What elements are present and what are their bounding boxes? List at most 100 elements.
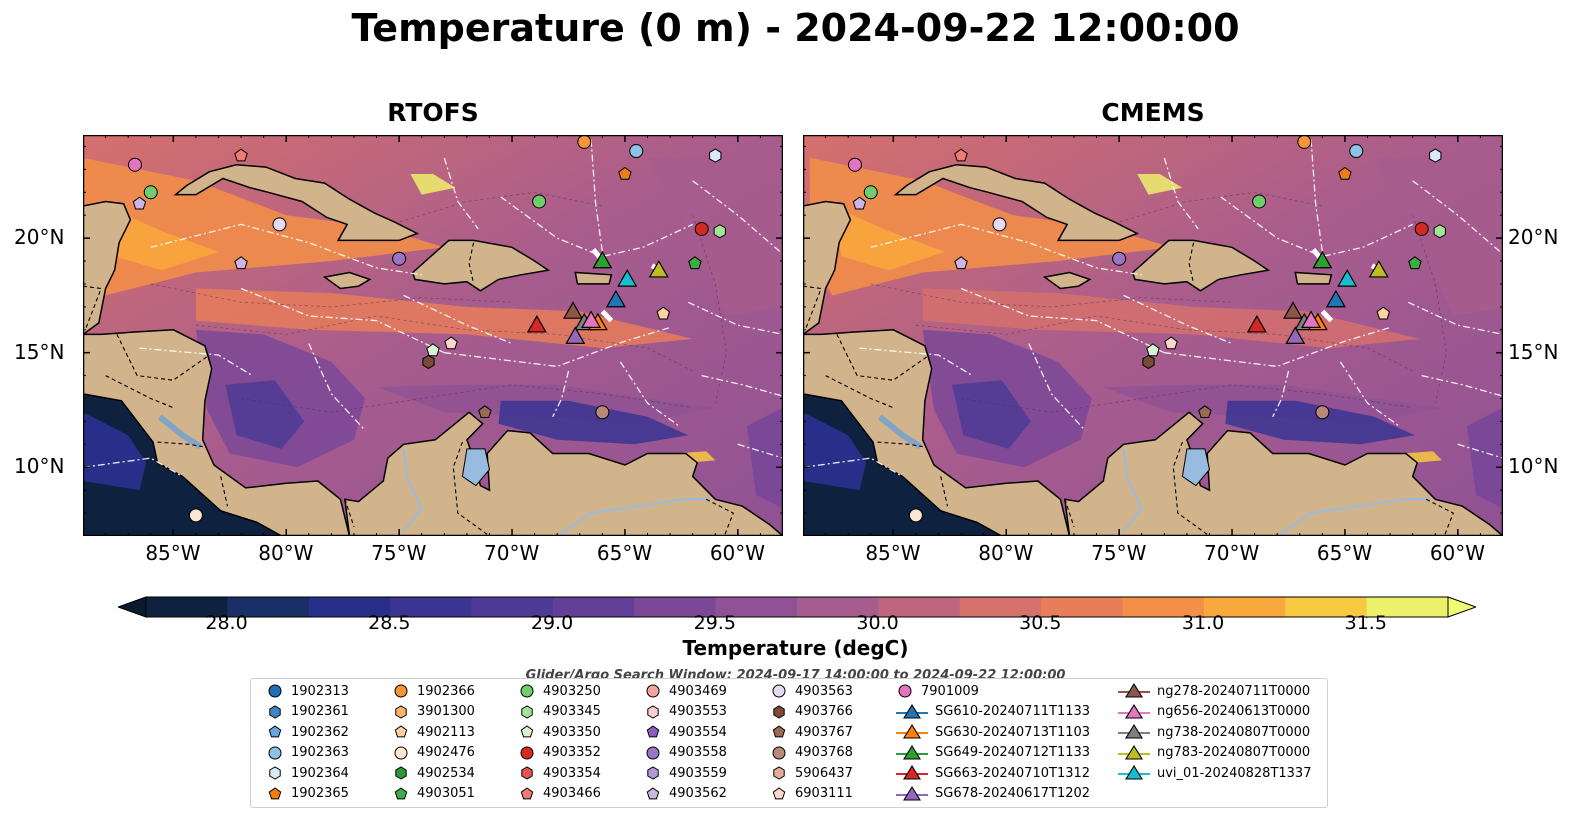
circle-marker-icon [520, 746, 534, 760]
colorbar-bin [146, 597, 228, 617]
triangle-marker-icon [1118, 744, 1150, 760]
colorbar-label: Temperature (degC) [682, 636, 909, 660]
colorbar-bin [1285, 597, 1368, 617]
legend-item-argo: 4903766 [769, 702, 853, 723]
legend-label: 1902366 [417, 683, 475, 699]
pentagon-marker-icon [772, 787, 786, 800]
legend-column: 4903250 4903345 4903350 4903352 4903354 49034… [517, 681, 601, 804]
glider-marker-ng783-20240807T0000 [648, 259, 669, 278]
legend-label: 4903562 [669, 786, 727, 802]
legend-item-argo: 5906437 [769, 763, 853, 784]
glider-marker-SG663-20240710T1312 [526, 314, 547, 333]
legend-label: 3901300 [417, 704, 475, 720]
legend-label: 4903563 [795, 683, 853, 699]
glider-marker-SG610-20240711T1133 [605, 289, 626, 308]
argo-marker-6903111 [1164, 336, 1178, 350]
legend-item-argo: 4902476 [391, 743, 475, 764]
legend-item-argo: 1902363 [265, 743, 349, 764]
argo-marker-6903111 [444, 336, 458, 350]
lat-tick-label-right: 15°N [1508, 339, 1559, 364]
argo-marker-4903250 [532, 194, 547, 209]
glider-marker-uvi_01-20240828T1337 [617, 269, 638, 287]
colorbar [118, 596, 1476, 618]
argo-marker-4903466 [954, 148, 968, 162]
argo-marker-4903562 [132, 196, 147, 210]
colorbar-bin [390, 597, 473, 617]
hexagon-marker-icon [773, 705, 785, 719]
legend-item-glider: SG649-20240712T1133 [895, 743, 1090, 764]
legend-label: ng783-20240807T0000 [1157, 745, 1311, 761]
legend-label: 4902476 [417, 745, 475, 761]
argo-marker-4903051 [688, 256, 702, 270]
argo-marker-4903250 [1252, 194, 1267, 209]
colorbar-tick-label: 28.0 [205, 612, 248, 634]
argo-marker-4903466 [234, 148, 248, 162]
legend-item-argo: 4903466 [517, 784, 601, 805]
lon-tick-label: 75°W [371, 541, 427, 565]
legend-item-argo: 1902365 [265, 784, 349, 805]
legend-item-glider: ng656-20240613T0000 [1117, 702, 1311, 723]
legend-item-argo: 4903563 [769, 681, 853, 702]
legend-column: 1902366 3901300 4902113 4902476 4902534 49030… [391, 681, 475, 804]
argo-marker-4903766 [422, 354, 435, 369]
legend-item-argo: 4903250 [517, 681, 601, 702]
legend-label: 4902113 [417, 724, 475, 740]
colorbar-tick-label: 28.5 [368, 612, 411, 634]
legend-label: 4903554 [669, 724, 727, 740]
triangle-marker-icon [1118, 724, 1150, 739]
hexagon-marker-icon [395, 766, 407, 780]
lon-tick-label: 65°W [596, 541, 653, 565]
legend-label: 4903553 [669, 704, 727, 720]
hexagon-marker-icon [773, 766, 785, 780]
legend-item-argo: 4903553 [643, 702, 727, 723]
circle-marker-icon [394, 684, 408, 698]
triangle-marker-icon [896, 765, 928, 780]
colorbar-bin [1203, 597, 1286, 617]
legend-label: 1902363 [291, 745, 349, 761]
colorbar-bin [1122, 597, 1205, 617]
argo-marker-4902476 [188, 508, 203, 523]
argo-marker-4903250 [143, 185, 158, 200]
legend-item-argo: 1902362 [265, 722, 349, 743]
legend-label: 5906437 [795, 765, 853, 781]
lon-tick-label: 75°W [1091, 541, 1147, 565]
legend-label: 7901009 [921, 683, 979, 699]
lon-tick-label: 65°W [1316, 541, 1373, 565]
glider-marker-SG663-20240710T1312 [1246, 314, 1267, 333]
circle-marker-icon [268, 684, 282, 698]
argo-marker-4903768 [1315, 405, 1330, 420]
colorbar-tick-label: 31.5 [1344, 612, 1387, 634]
circle-marker-icon [394, 746, 408, 760]
glider-marker-ng783-20240807T0000 [1368, 259, 1389, 278]
legend-item-argo: 4903768 [769, 743, 853, 764]
legend-label: ng278-20240711T0000 [1157, 683, 1311, 699]
legend-label: uvi_01-20240828T1337 [1157, 765, 1312, 781]
lon-tick-label: 80°W [258, 541, 314, 565]
legend-item-glider: ng738-20240807T0000 [1117, 722, 1311, 743]
colorbar-bin [1041, 597, 1124, 617]
argo-marker-4903562 [234, 256, 248, 270]
triangle-marker-icon [896, 724, 928, 739]
pentagon-marker-icon [646, 725, 660, 738]
argo-marker-4903767 [478, 405, 492, 418]
lat-tick-label-right: 20°N [1508, 225, 1559, 250]
glider-marker-ng278-20240711T0000 [562, 301, 584, 319]
legend-label: 4903768 [795, 745, 853, 761]
argo-marker-4903345 [1433, 224, 1446, 239]
colorbar-tick-label: 31.0 [1181, 612, 1225, 634]
legend-item-argo: 4903554 [643, 722, 727, 743]
glider-marker-ng278-20240711T0000 [1282, 301, 1304, 319]
lon-tick-label: 60°W [1429, 541, 1486, 565]
argo-marker-1902363 [1349, 144, 1364, 159]
legend-item-glider: SG610-20240711T1133 [895, 702, 1090, 723]
circle-marker-icon [646, 746, 660, 760]
legend-label: 4903051 [417, 786, 475, 802]
argo-marker-1902363 [629, 144, 644, 159]
map-panel-cmems [803, 135, 1503, 536]
argo-marker-4903768 [595, 405, 610, 420]
legend-item-argo: 4903469 [643, 681, 727, 702]
hexagon-marker-icon [269, 766, 281, 780]
colorbar-bin [959, 597, 1042, 617]
colorbar-bin [471, 597, 554, 617]
legend-item-argo: 4903559 [643, 763, 727, 784]
